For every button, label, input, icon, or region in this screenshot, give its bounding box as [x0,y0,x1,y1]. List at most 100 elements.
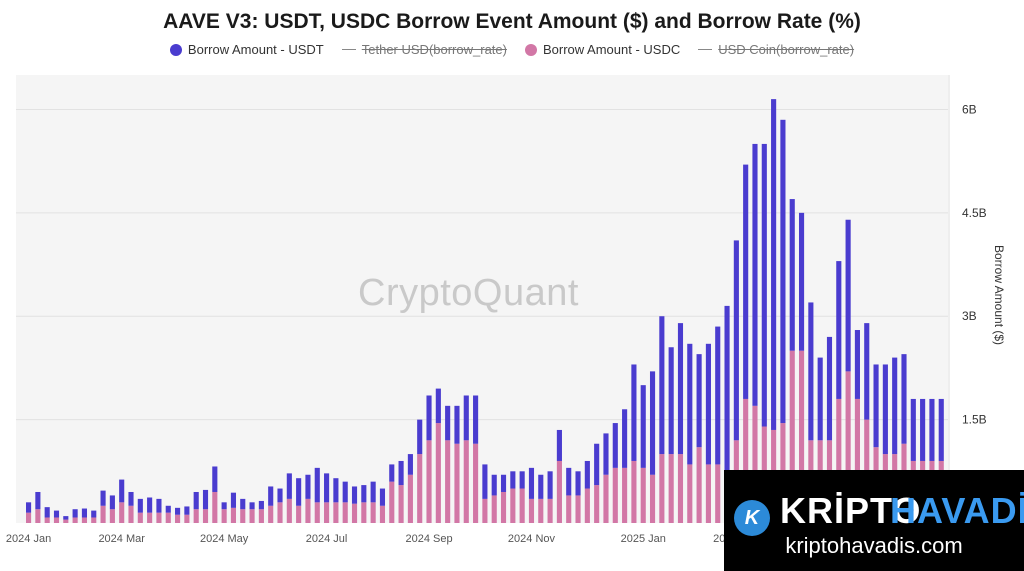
bar-usdt[interactable] [817,357,823,441]
bar-usdc[interactable] [426,440,432,523]
bar-usdt[interactable] [612,423,618,468]
bar-usdt[interactable] [417,419,423,455]
bar-usdt[interactable] [538,474,544,499]
bar-usdt[interactable] [873,364,879,448]
bar-usdt[interactable] [35,491,41,510]
bar-usdc[interactable] [277,502,283,523]
bar-usdc[interactable] [370,502,376,523]
bar-usdt[interactable] [426,395,432,441]
bar-usdc[interactable] [35,509,41,523]
bar-usdt[interactable] [575,471,581,496]
bar-usdc[interactable] [594,485,600,523]
bar-usdt[interactable] [389,464,395,482]
bar-usdc[interactable] [137,512,143,523]
bar-usdt[interactable] [864,323,870,420]
bar-usdc[interactable] [584,488,590,523]
bar-usdc[interactable] [528,498,535,523]
bar-usdt[interactable] [696,354,702,448]
bar-usdc[interactable] [631,460,637,523]
bar-usdc[interactable] [519,488,525,523]
bar-usdt[interactable] [687,343,693,465]
bar-usdc[interactable] [556,460,562,523]
bar-usdt[interactable] [901,354,907,444]
bar-usdt[interactable] [603,433,609,475]
bar-usdt[interactable] [752,143,758,406]
bar-usdt[interactable] [594,443,600,486]
bar-usdc[interactable] [510,488,516,523]
bar-usdc[interactable] [696,447,702,523]
bar-usdt[interactable] [836,261,842,399]
bar-usdt[interactable] [882,364,888,455]
bar-usdc[interactable] [305,498,311,523]
bar-usdc[interactable] [333,502,339,523]
bar-usdc[interactable] [193,509,199,523]
bar-usdt[interactable] [268,486,274,506]
bar-usdt[interactable] [659,316,665,455]
bar-usdc[interactable] [603,474,609,523]
bar-usdc[interactable] [687,464,693,523]
bar-usdc[interactable] [351,503,358,523]
bar-usdc[interactable] [566,495,572,523]
bar-usdt[interactable] [463,395,469,441]
bar-usdc[interactable] [314,502,320,523]
bar-usdc[interactable] [854,398,860,523]
bar-usdt[interactable] [500,474,507,492]
legend-item-usdt-amount[interactable]: Borrow Amount - USDT [169,42,324,57]
bar-usdc[interactable] [147,512,153,523]
bar-usdt[interactable] [910,398,916,461]
bar-usdc[interactable] [128,505,134,523]
bar-usdc[interactable] [538,498,544,523]
bar-usdc[interactable] [91,517,97,523]
bar-usdt[interactable] [277,488,283,503]
bar-usdt[interactable] [202,489,209,510]
bar-usdc[interactable] [715,464,721,523]
bar-usdc[interactable] [789,350,795,523]
bar-usdt[interactable] [379,488,386,506]
bar-usdc[interactable] [659,454,665,523]
bar-usdt[interactable] [128,491,134,506]
bar-usdt[interactable] [398,460,404,486]
bar-usdt[interactable] [510,471,516,489]
bar-usdc[interactable] [398,485,404,523]
bar-usdt[interactable] [482,464,488,499]
bar-usdc[interactable] [389,481,395,523]
bar-usdt[interactable] [705,343,711,465]
bar-usdc[interactable] [491,495,497,523]
bar-usdt[interactable] [407,454,413,475]
bar-usdt[interactable] [622,409,628,468]
bar-usdc[interactable] [743,398,749,523]
bar-usdc[interactable] [622,467,628,523]
bar-usdt[interactable] [212,466,218,492]
bar-usdt[interactable] [249,502,255,510]
bar-usdc[interactable] [463,440,469,523]
bar-usdc[interactable] [184,514,190,523]
bar-usdc[interactable] [324,502,330,523]
bar-usdt[interactable] [91,510,97,518]
bar-usdc[interactable] [649,474,656,523]
bar-usdc[interactable] [677,454,684,523]
bar-usdt[interactable] [649,371,656,475]
bar-usdt[interactable] [566,467,572,496]
bar-usdc[interactable] [165,512,171,523]
bar-usdt[interactable] [920,398,926,461]
bar-usdc[interactable] [500,491,507,523]
bar-usdt[interactable] [445,405,451,441]
bar-usdt[interactable] [314,467,320,503]
bar-usdt[interactable] [53,510,60,518]
bar-usdt[interactable] [137,498,143,513]
bar-usdt[interactable] [798,212,805,351]
bar-usdt[interactable] [119,479,125,503]
bar-usdt[interactable] [677,323,684,455]
bar-usdt[interactable] [789,199,795,351]
bar-usdc[interactable] [547,498,553,523]
bar-usdt[interactable] [342,481,348,503]
bar-usdt[interactable] [547,471,553,499]
bar-usdc[interactable] [445,440,451,523]
bar-usdc[interactable] [798,350,805,523]
legend-item-usdt-rate[interactable]: Tether USD(borrow_rate) [341,42,507,57]
bar-usdt[interactable] [72,509,78,518]
bar-usdc[interactable] [705,464,711,523]
bar-usdc[interactable] [221,509,227,523]
bar-usdc[interactable] [249,509,255,523]
legend-item-usdc-rate[interactable]: USD Coin(borrow_rate) [698,42,854,57]
